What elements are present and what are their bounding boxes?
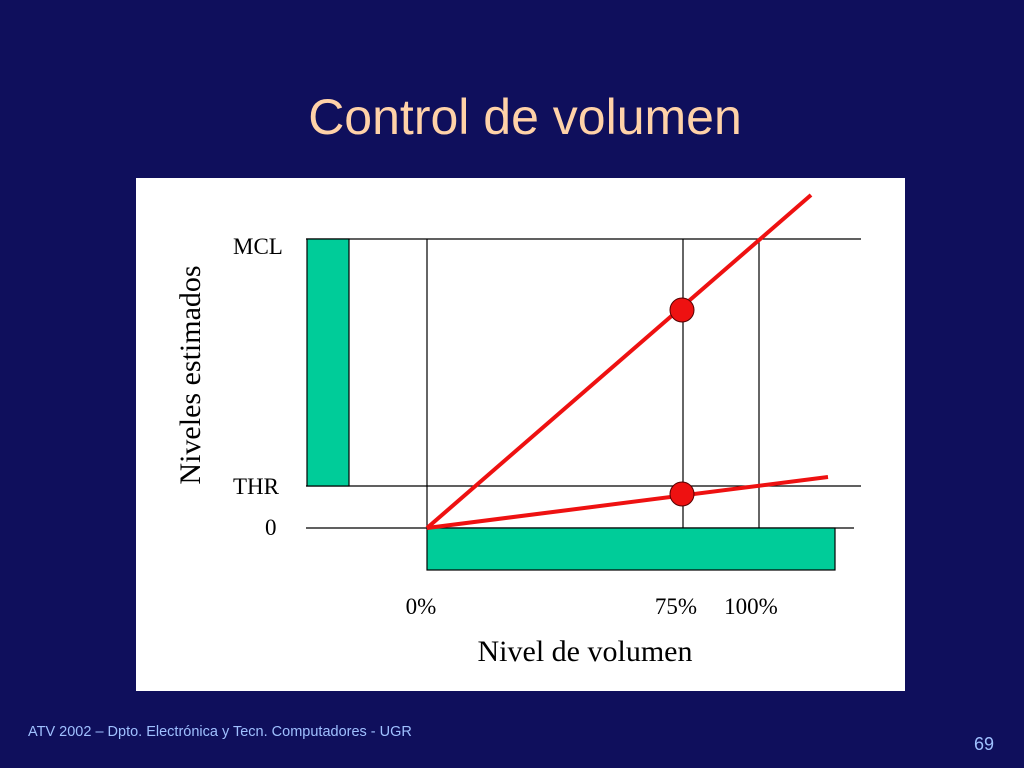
slide-footer: ATV 2002 – Dpto. Electrónica y Tecn. Com… [28, 724, 412, 740]
x-tick-0-percent: 0% [406, 594, 437, 619]
shallow-line-marker [669, 481, 695, 507]
x-tick-75-percent: 75% [655, 594, 697, 619]
x-tick-100-percent: 100% [724, 594, 778, 619]
slide-title: Control de volumen [308, 89, 742, 145]
y-axis-title: Niveles estimados [174, 265, 207, 484]
diagram-panel: MCL THR 0 Niveles estimados 0% 75% 100% … [136, 178, 905, 691]
mcl-label: MCL [233, 234, 283, 259]
thr-label: THR [233, 474, 280, 499]
steep-line-marker [669, 297, 695, 323]
shallow-volume-line [426, 475, 829, 530]
zero-label: 0 [265, 515, 277, 540]
page-number: 69 [974, 734, 995, 754]
estimated-levels-bar [306, 238, 350, 487]
volume-level-bar [426, 527, 836, 571]
steep-volume-line [425, 193, 813, 530]
volume-control-diagram: MCL THR 0 Niveles estimados 0% 75% 100% … [174, 193, 861, 668]
x-axis-title: Nivel de volumen [478, 635, 693, 668]
